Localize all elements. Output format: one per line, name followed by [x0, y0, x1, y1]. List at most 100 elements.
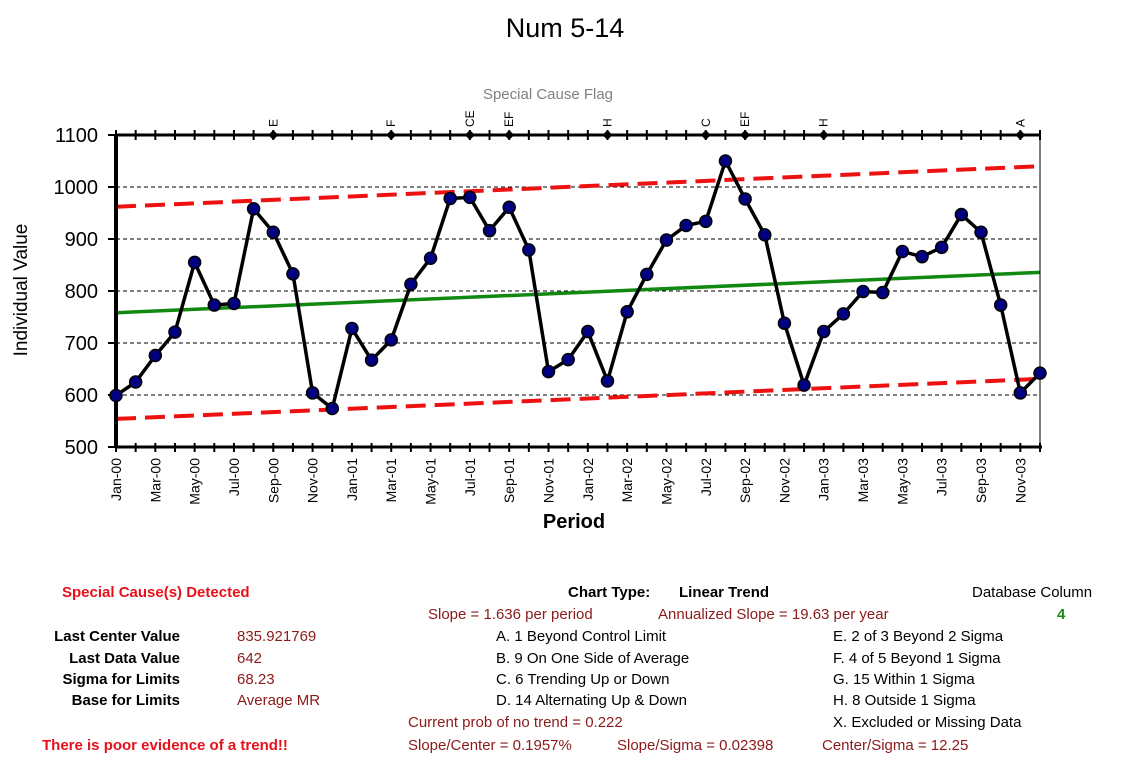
data-point: [227, 296, 241, 311]
flag-marker: [268, 130, 279, 140]
chart-title: Num 5-14: [506, 13, 625, 43]
x-tick-label: Jan-00: [108, 458, 124, 501]
data-point: [463, 190, 477, 205]
data-point: [187, 255, 202, 270]
data-point: [168, 325, 182, 339]
data-point: [974, 225, 988, 239]
data-point: [404, 277, 418, 291]
rule-x: X. Excluded or Missing Data: [833, 714, 1022, 731]
x-tick-label: May-02: [658, 458, 674, 505]
data-point: [325, 401, 340, 416]
y-tick-label: 1100: [55, 125, 98, 147]
stat-value-last-center: 835.921769: [237, 628, 317, 645]
flag-label: E: [266, 119, 280, 127]
data-point: [934, 240, 949, 255]
data-series-line: [115, 159, 1042, 411]
x-tick-label: Sep-00: [265, 458, 281, 503]
rule-b: B. 9 On One Side of Average: [496, 650, 690, 667]
data-point: [600, 374, 615, 388]
slope-sigma: Slope/Sigma = 0.02398: [617, 737, 774, 754]
data-point: [364, 353, 379, 367]
stat-label-last-data: Last Data Value: [69, 650, 180, 667]
x-tick-label: Jul-03: [934, 458, 950, 496]
stat-label-sigma: Sigma for Limits: [62, 671, 180, 688]
data-point: [384, 333, 398, 347]
data-point: [305, 386, 320, 400]
upper-control-limit: [115, 164, 1041, 209]
data-point: [738, 192, 752, 206]
y-tick-label: 800: [65, 281, 98, 303]
data-point: [816, 324, 831, 339]
data-point: [128, 375, 143, 389]
data-point: [1033, 366, 1047, 380]
y-tick-label: 600: [65, 385, 98, 407]
x-tick-label: Nov-02: [776, 458, 792, 503]
x-tick-label: Mar-03: [855, 458, 871, 503]
x-tick-label: Jan-01: [344, 458, 360, 501]
x-tick-label: May-00: [187, 458, 203, 505]
x-tick-label: Jan-03: [816, 458, 832, 501]
x-tick-label: Sep-03: [973, 458, 989, 503]
control-chart: Num 5-14 Special Cause Flag Individual V…: [11, 13, 1047, 533]
data-point: [954, 207, 969, 222]
y-tick-label: 700: [65, 333, 98, 355]
flag-label: F: [384, 120, 398, 127]
flag-marker: [740, 130, 751, 140]
data-point: [541, 364, 556, 379]
center-sigma: Center/Sigma = 12.25: [822, 737, 969, 754]
x-tick-label: Jul-02: [698, 458, 714, 496]
data-point: [522, 243, 536, 257]
data-point: [502, 200, 516, 215]
x-tick-label: Mar-01: [383, 458, 399, 503]
flag-label: H: [817, 118, 831, 127]
data-point: [286, 267, 300, 281]
data-point: [620, 305, 634, 319]
flag-label: EF: [738, 112, 752, 127]
data-point: [993, 298, 1008, 312]
rule-g: G. 15 Within 1 Sigma: [833, 671, 975, 688]
database-column-label: Database Column: [972, 584, 1093, 601]
data-point: [423, 251, 438, 265]
flag-label: A: [1013, 119, 1027, 127]
data-point: [875, 285, 890, 300]
x-tick-label: Nov-00: [305, 458, 321, 503]
rule-f: F. 4 of 5 Beyond 1 Sigma: [833, 650, 1001, 667]
x-tick-label: Sep-02: [737, 458, 753, 503]
data-point: [561, 352, 575, 367]
chart-type-label: Chart Type:: [568, 584, 651, 601]
flag-marker: [1015, 130, 1026, 140]
flag-label: CE: [463, 110, 477, 127]
data-point: [640, 267, 654, 282]
poor-evidence-message: There is poor evidence of a trend!!: [42, 737, 288, 754]
stat-label-base: Base for Limits: [71, 692, 180, 709]
x-axis-label: Period: [543, 511, 605, 533]
x-tick-label: Nov-01: [541, 458, 557, 503]
data-point: [895, 244, 910, 259]
prob-no-trend: Current prob of no trend = 0.222: [408, 714, 623, 731]
data-point: [148, 348, 163, 363]
data-point: [758, 228, 772, 242]
stat-value-sigma: 68.23: [237, 671, 275, 688]
flag-marker: [602, 130, 613, 140]
x-tick-label: Jul-00: [226, 458, 242, 496]
data-point: [856, 284, 870, 299]
x-tick-label: May-01: [423, 458, 439, 505]
data-point: [777, 316, 792, 330]
y-tick-label: 900: [65, 229, 98, 251]
data-point: [659, 233, 674, 247]
x-tick-label: Nov-03: [1012, 458, 1028, 503]
chart-type-value: Linear Trend: [679, 584, 770, 601]
x-tick-label: Jan-02: [580, 458, 596, 501]
data-point: [699, 214, 713, 229]
flag-marker: [700, 130, 711, 140]
x-tick-label: Mar-02: [619, 458, 635, 503]
flag-marker: [464, 130, 475, 140]
data-point: [443, 191, 457, 206]
data-point: [836, 307, 851, 321]
data-point: [581, 324, 595, 339]
data-point: [345, 321, 359, 336]
x-tick-label: Jul-01: [462, 458, 478, 496]
data-point: [109, 388, 123, 403]
y-axis-label: Individual Value: [11, 224, 32, 357]
rule-h: H. 8 Outside 1 Sigma: [833, 692, 976, 709]
